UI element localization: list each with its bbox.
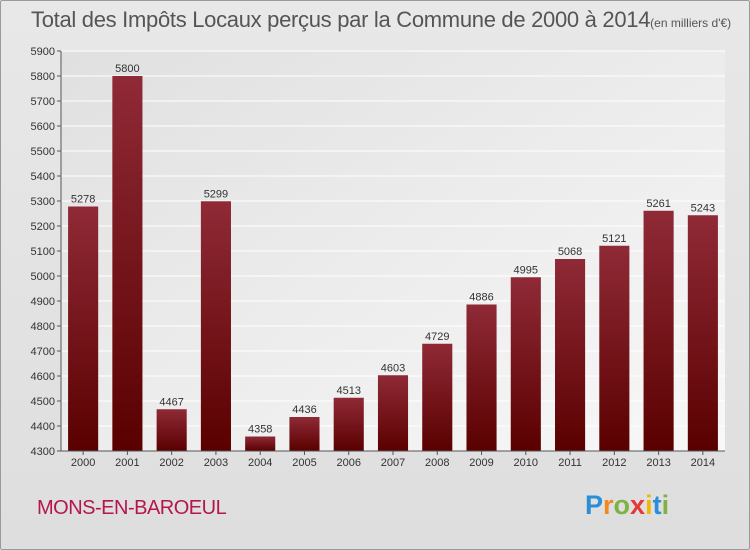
value-label-2003: 5299 [204, 188, 228, 200]
y-tick-label: 5000 [31, 271, 55, 283]
bar-2006 [333, 397, 364, 451]
y-tick-label: 5900 [31, 46, 55, 58]
bar-2010 [510, 277, 541, 451]
value-label-2014: 5243 [691, 202, 715, 214]
bar-2002 [156, 409, 187, 451]
logo-letter: x [630, 490, 646, 520]
logo-letter: i [661, 490, 670, 520]
bar-2001 [112, 76, 143, 451]
x-tick-label-2002: 2002 [159, 457, 183, 469]
data-labels: 5278 5800 4467 5299 4358 4436 4513 4603 4729 4886… [71, 63, 715, 436]
y-tick-label: 5400 [31, 171, 55, 183]
value-label-2012: 5121 [602, 233, 626, 245]
bar-2007 [377, 375, 409, 451]
chart-title: Total des Impôts Locaux perçus par la Co… [31, 7, 731, 33]
value-label-2002: 4467 [159, 396, 183, 408]
y-tick-label: 5600 [31, 121, 55, 133]
logo-letter: P [585, 490, 604, 520]
x-tick-label-2006: 2006 [336, 457, 360, 469]
value-label-2007: 4603 [381, 362, 405, 374]
bar-2012 [599, 245, 630, 451]
value-label-2013: 5261 [646, 198, 670, 210]
logo-letter: r [603, 490, 614, 520]
y-tick-label: 5500 [31, 146, 55, 158]
chart-title-unit: (en milliers d'€) [650, 16, 732, 30]
y-tick-label: 5100 [31, 246, 55, 258]
bar-2008 [422, 343, 453, 451]
y-tick-label: 4300 [31, 446, 55, 458]
value-label-2009: 4886 [469, 292, 493, 304]
y-axis: 4300 4400 4500 4600 4700 4800 4900 5000 5100 5200… [31, 46, 62, 458]
bar-2003 [200, 201, 231, 451]
value-label-2004: 4358 [248, 424, 272, 436]
y-tick-label: 4600 [31, 371, 55, 383]
y-tick-label: 5200 [31, 221, 55, 233]
value-label-2008: 4729 [425, 331, 449, 343]
value-label-2000: 5278 [71, 194, 95, 206]
x-tick-label-2009: 2009 [469, 457, 493, 469]
bars [68, 76, 718, 451]
logo-letter: t [652, 490, 662, 520]
bar-2005 [289, 417, 320, 451]
x-axis: 2000 2001 2002 2003 2004 2005 2006 2007 2008 2009… [61, 450, 725, 469]
y-tick-label: 4900 [31, 296, 55, 308]
bar-2009 [466, 304, 497, 451]
bar-2011 [555, 259, 586, 451]
x-tick-label-2014: 2014 [691, 457, 715, 469]
x-tick-label-2011: 2011 [558, 457, 582, 469]
x-tick-label-2013: 2013 [646, 457, 670, 469]
bar-2000 [68, 206, 99, 451]
y-tick-label: 5800 [31, 71, 55, 83]
x-tick-label-2004: 2004 [248, 457, 272, 469]
x-tick-label-2012: 2012 [602, 457, 626, 469]
bar-2004 [245, 436, 276, 451]
value-label-2006: 4513 [336, 385, 360, 397]
x-tick-label-2003: 2003 [204, 457, 228, 469]
value-label-2001: 5800 [115, 63, 139, 75]
proxiti-logo[interactable]: Proxiti [585, 490, 669, 521]
bar-2013 [643, 210, 674, 451]
x-tick-label-2007: 2007 [381, 457, 405, 469]
bar-2014 [687, 215, 718, 451]
y-tick-label: 5300 [31, 196, 55, 208]
x-tick-label-2010: 2010 [514, 457, 538, 469]
y-tick-label: 4400 [31, 421, 55, 433]
y-tick-label: 4800 [31, 321, 55, 333]
y-tick-label: 4700 [31, 346, 55, 358]
y-tick-label: 4500 [31, 396, 55, 408]
x-tick-label-2008: 2008 [425, 457, 449, 469]
logo-letter: o [613, 490, 631, 520]
y-tick-label: 5700 [31, 96, 55, 108]
value-label-2010: 4995 [514, 264, 538, 276]
logo-letter: i [645, 490, 653, 520]
chart-title-text: Total des Impôts Locaux perçus par la Co… [31, 7, 651, 32]
x-tick-label-2005: 2005 [292, 457, 316, 469]
x-tick-label-2001: 2001 [115, 457, 139, 469]
x-tick-label-2000: 2000 [71, 457, 95, 469]
value-label-2005: 4436 [292, 404, 316, 416]
value-label-2011: 5068 [558, 246, 582, 258]
commune-name: MONS-EN-BAROEUL [37, 497, 227, 519]
